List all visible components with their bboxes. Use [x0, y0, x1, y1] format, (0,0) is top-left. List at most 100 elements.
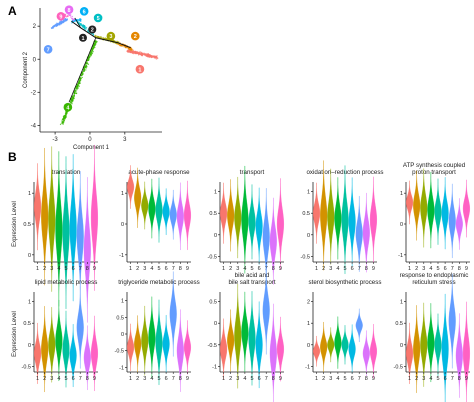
data-point — [63, 117, 65, 120]
x-tick-label: 3 — [329, 266, 332, 272]
y-tick-label: 0.5 — [209, 211, 217, 217]
data-point — [134, 51, 136, 53]
data-point — [85, 64, 87, 66]
x-tick-label: 6 — [444, 266, 447, 272]
x-tick-label: 9 — [279, 266, 282, 272]
data-point — [81, 76, 83, 79]
y-tick-label: 0 — [121, 222, 124, 228]
state-label-marker — [56, 11, 66, 21]
panel-b-label: B — [8, 150, 17, 164]
x-tick-label: 6 — [72, 376, 75, 382]
x-tick-label: 9 — [465, 376, 468, 382]
x-tick-label: 5 — [436, 266, 439, 272]
x-tick-label: 5 — [343, 266, 346, 272]
data-point — [146, 53, 149, 56]
data-point — [65, 112, 68, 115]
data-point — [153, 56, 155, 58]
data-point — [68, 14, 71, 16]
violin-panel-title: proton transport — [412, 169, 456, 176]
data-point — [85, 62, 87, 65]
violin-5 — [341, 165, 349, 275]
violin-7 — [448, 273, 456, 369]
data-point — [53, 25, 56, 28]
violin-3 — [234, 283, 242, 389]
y-tick-label: 1 — [400, 191, 403, 197]
violin-panel: oxidation–reduction process-0.500.511 2 3 4… — [301, 160, 384, 275]
data-point — [131, 51, 133, 53]
violin-8 — [83, 177, 91, 323]
y-tick-label: 0.5 — [302, 211, 310, 217]
data-point — [128, 50, 131, 53]
data-point — [93, 45, 95, 47]
x-tick-label: 4 — [429, 266, 432, 272]
x-tick-label: -3 — [52, 137, 58, 143]
x-tick-label: 7 — [79, 376, 82, 382]
x-tick-label: 2 — [415, 376, 418, 382]
data-point — [65, 115, 67, 118]
data-point — [75, 85, 78, 88]
violin-panel-title: sterol biosynthetic process — [309, 279, 382, 286]
violin-7 — [355, 308, 363, 343]
x-tick-label: 3 — [123, 137, 127, 143]
violin-7 — [262, 188, 270, 286]
violin-4 — [334, 177, 342, 260]
violin-9 — [462, 301, 470, 402]
violin-1 — [406, 322, 414, 385]
violin-4 — [55, 151, 63, 307]
data-point — [85, 67, 87, 69]
x-tick-label: 4 — [243, 266, 246, 272]
x-tick-label: 2 — [229, 376, 232, 382]
x-tick-label: 1 — [222, 266, 225, 272]
violin-5 — [434, 178, 442, 245]
violin-7 — [169, 189, 177, 240]
data-point — [140, 53, 142, 55]
x-tick-label: 8 — [365, 376, 368, 382]
data-point — [148, 54, 151, 57]
violin-panel-title: ATP synthesis coupled — [403, 162, 466, 169]
y-tick-label: 0 — [28, 343, 31, 349]
violin-1 — [406, 180, 414, 225]
x-tick-label: 5 — [250, 266, 253, 272]
y-tick-label: 0 — [28, 253, 31, 259]
x-tick-label: 5 — [157, 376, 160, 382]
violin-6 — [69, 154, 77, 302]
data-point — [66, 111, 68, 113]
violin-8 — [362, 192, 370, 273]
data-point — [75, 89, 77, 91]
data-point — [73, 94, 75, 97]
data-point — [56, 24, 59, 27]
violin-9 — [183, 180, 191, 251]
violin-9 — [276, 178, 284, 270]
violin-7 — [76, 171, 84, 302]
y-tick-label: -1 — [398, 253, 403, 259]
violin-8 — [269, 197, 277, 285]
y-tick-label: 1 — [121, 299, 124, 305]
data-point — [71, 22, 73, 24]
data-point — [84, 26, 86, 29]
x-tick-label: 8 — [272, 376, 275, 382]
y-tick-label: -1 — [305, 364, 310, 370]
x-tick-label: 8 — [365, 266, 368, 272]
violin-2 — [134, 167, 142, 228]
x-tick-label: 5 — [157, 266, 160, 272]
x-tick-label: 9 — [186, 376, 189, 382]
violin-panel: triglyceride metabolic process -1 -0.5 0 0.5… — [115, 271, 200, 393]
data-point — [70, 14, 72, 16]
data-point — [87, 59, 90, 61]
data-point — [92, 47, 95, 49]
data-point — [65, 19, 68, 21]
x-tick-label: 8 — [86, 266, 89, 272]
data-point — [76, 87, 78, 90]
state-label: 3 — [109, 34, 112, 40]
violin-6 — [348, 177, 356, 267]
data-point — [83, 26, 85, 29]
x-tick-label: 6 — [258, 376, 261, 382]
y-tick-label: -0.5 — [22, 364, 31, 370]
data-point — [151, 56, 154, 58]
violin-8 — [176, 182, 184, 251]
y-tick-label: 1 — [214, 190, 217, 196]
x-tick-label: 8 — [179, 266, 182, 272]
